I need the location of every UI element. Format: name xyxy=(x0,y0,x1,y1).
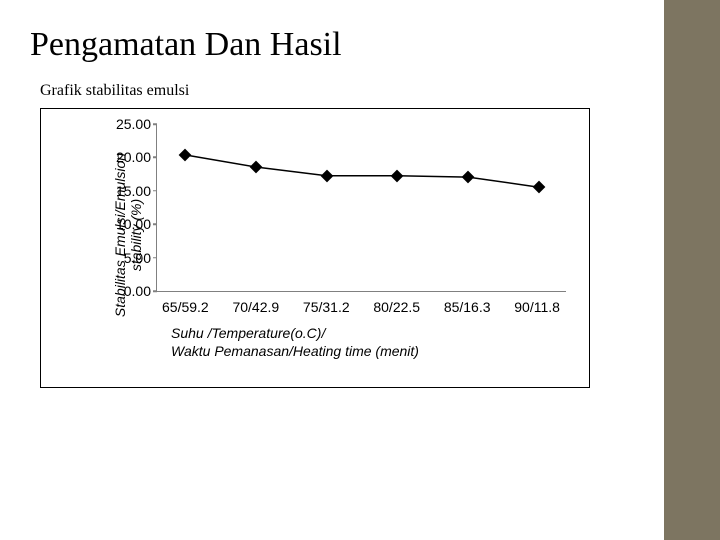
x-axis-label: Suhu /Temperature(o.C)/ Waktu Pemanasan/… xyxy=(171,325,419,360)
x-axis-label-line2: Waktu Pemanasan/Heating time (menit) xyxy=(171,343,419,361)
ytick-label: 15.00 xyxy=(116,183,151,199)
page-title: Pengamatan Dan Hasil xyxy=(30,26,650,64)
top-stripe xyxy=(0,0,664,18)
chart-container: Stabilitas Emulsi/Emulsion stability (%)… xyxy=(40,108,590,388)
xtick-label: 90/11.8 xyxy=(514,299,560,315)
chart-line-series xyxy=(157,124,567,292)
slide-content: Pengamatan Dan Hasil Grafik stabilitas e… xyxy=(30,26,650,388)
xtick-label: 80/22.5 xyxy=(373,299,420,315)
chart-inner: Stabilitas Emulsi/Emulsion stability (%)… xyxy=(51,119,579,377)
x-axis-tick-labels: 65/59.2 70/42.9 75/31.2 80/22.5 85/16.3 … xyxy=(156,299,566,315)
ytick-label: 20.00 xyxy=(116,149,151,165)
ytick-label: 25.00 xyxy=(116,116,151,132)
xtick-label: 65/59.2 xyxy=(162,299,209,315)
plot-area: 25.00 20.00 15.00 10.00 5.00 0.00 xyxy=(156,124,566,292)
xtick-label: 85/16.3 xyxy=(444,299,491,315)
ytick-label: 10.00 xyxy=(116,216,151,232)
decorative-sidebar xyxy=(664,0,720,540)
ytick-label: 5.00 xyxy=(124,250,151,266)
x-axis-label-line1: Suhu /Temperature(o.C)/ xyxy=(171,325,419,343)
xtick-label: 70/42.9 xyxy=(232,299,279,315)
xtick-label: 75/31.2 xyxy=(303,299,350,315)
chart-caption: Grafik stabilitas emulsi xyxy=(40,82,650,100)
ytick-label: 0.00 xyxy=(124,283,151,299)
